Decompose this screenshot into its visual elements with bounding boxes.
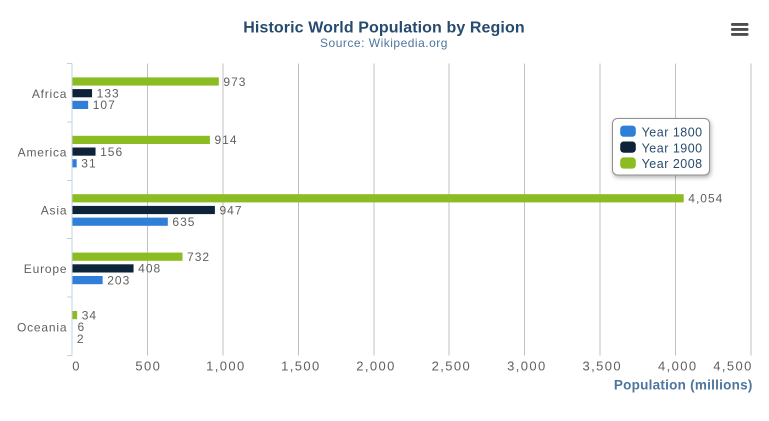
svg-text:500: 500 <box>135 358 161 373</box>
svg-text:4,000: 4,000 <box>658 358 698 373</box>
svg-text:2,000: 2,000 <box>356 358 396 373</box>
svg-text:Source: Wikipedia.org: Source: Wikipedia.org <box>320 36 448 50</box>
svg-text:947: 947 <box>219 203 242 217</box>
svg-text:156: 156 <box>100 145 123 159</box>
svg-text:2,500: 2,500 <box>432 358 472 373</box>
svg-text:3,500: 3,500 <box>583 358 623 373</box>
svg-text:Year 1900: Year 1900 <box>642 141 703 155</box>
svg-text:Asia: Asia <box>41 204 68 218</box>
svg-text:914: 914 <box>215 133 238 147</box>
svg-text:Europe: Europe <box>24 262 68 276</box>
svg-text:4,500: 4,500 <box>713 358 753 373</box>
svg-text:203: 203 <box>107 273 130 287</box>
svg-text:732: 732 <box>187 250 210 264</box>
svg-text:635: 635 <box>172 215 195 229</box>
svg-text:107: 107 <box>93 98 116 112</box>
svg-text:1,000: 1,000 <box>206 358 246 373</box>
svg-text:Africa: Africa <box>32 87 67 101</box>
svg-text:Historic World Population by R: Historic World Population by Region <box>243 20 524 37</box>
svg-text:Year 2008: Year 2008 <box>642 157 703 171</box>
svg-text:2: 2 <box>77 332 85 346</box>
svg-text:3,000: 3,000 <box>507 358 547 373</box>
svg-text:973: 973 <box>223 75 246 89</box>
svg-text:133: 133 <box>97 87 120 101</box>
svg-text:0: 0 <box>72 358 81 373</box>
svg-text:Year 1800: Year 1800 <box>642 125 703 139</box>
svg-text:34: 34 <box>82 308 97 322</box>
svg-text:408: 408 <box>138 262 161 276</box>
svg-text:1,500: 1,500 <box>281 358 321 373</box>
svg-text:6: 6 <box>78 320 86 334</box>
svg-text:America: America <box>18 145 68 159</box>
svg-text:31: 31 <box>81 157 96 171</box>
svg-text:4,054: 4,054 <box>688 192 723 206</box>
svg-text:Oceania: Oceania <box>17 321 67 335</box>
svg-text:Population (millions): Population (millions) <box>614 377 753 392</box>
